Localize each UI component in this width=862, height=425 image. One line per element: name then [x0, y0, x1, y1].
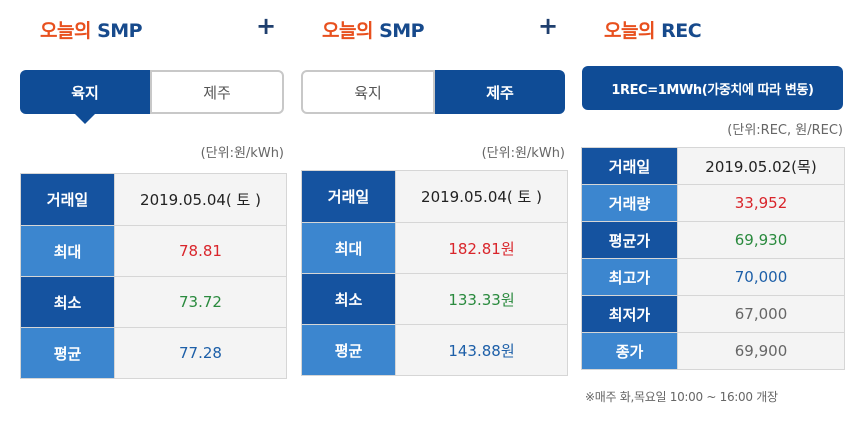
active-pointer-icon [75, 114, 95, 124]
panel1-tab-jeju[interactable]: 제주 [150, 70, 284, 114]
panel2-tab-jeju[interactable]: 제주 [435, 70, 565, 114]
panel2-smp-table: 거래일 2019.05.04( 토 ) 최대 182.81원 최소 133.33… [301, 170, 568, 376]
table-row: 종가 69,900 [581, 332, 845, 370]
table-row: 거래일 2019.05.04( 토 ) [20, 173, 287, 226]
row-label: 최고가 [581, 258, 678, 296]
table-row: 거래일 2019.05.04( 토 ) [301, 170, 568, 223]
panel2-title: 오늘의 SMP [322, 16, 425, 43]
row-label: 거래일 [581, 147, 678, 185]
panel2-tab-jeju-label: 제주 [486, 83, 514, 102]
panel1-tab-jeju-label: 제주 [203, 83, 231, 102]
table-row: 최소 73.72 [20, 276, 287, 328]
trade-date-value: 2019.05.04( 토 ) [395, 170, 568, 223]
market-hours-note: ※매주 화,목요일 10:00 ~ 16:00 개장 [585, 390, 778, 404]
panel1-tab-mainland-label: 육지 [71, 83, 99, 102]
trade-date-value: 2019.05.02(목) [677, 147, 845, 185]
row-label: 최소 [301, 273, 396, 325]
volume-value: 33,952 [677, 184, 845, 222]
max-value: 182.81원 [395, 222, 568, 274]
panel2-tab-mainland[interactable]: 육지 [301, 70, 435, 114]
panel1-region-toggle: 육지 제주 [20, 70, 284, 124]
row-label: 최대 [301, 222, 396, 274]
panel3-title-ko: 오늘의 [604, 20, 655, 42]
panel3-rec-table: 거래일 2019.05.02(목) 거래량 33,952 평균가 69,930 … [581, 147, 845, 370]
table-row: 최대 78.81 [20, 225, 287, 277]
panel2-region-toggle: 육지 제주 [301, 70, 565, 114]
row-label: 거래일 [20, 173, 115, 226]
panel2-unit: (단위:원/kWh) [481, 146, 565, 161]
panel3-title: 오늘의 REC [604, 16, 702, 43]
table-row: 최고가 70,000 [581, 258, 845, 296]
panel1-title-en: SMP [97, 20, 143, 42]
max-value: 78.81 [114, 225, 287, 277]
row-label: 평균가 [581, 221, 678, 259]
row-label: 평균 [20, 327, 115, 379]
rec-definition-banner: 1REC=1MWh(가중치에 따라 변동) [582, 66, 843, 110]
table-row: 평균가 69,930 [581, 221, 845, 259]
table-row: 평균 143.88원 [301, 324, 568, 376]
avg-value: 77.28 [114, 327, 287, 379]
row-label: 거래량 [581, 184, 678, 222]
low-price-value: 67,000 [677, 295, 845, 333]
panel2-tab-mainland-label: 육지 [354, 83, 382, 102]
row-label: 최소 [20, 276, 115, 328]
row-label: 최대 [20, 225, 115, 277]
plus-sign-2: + [538, 12, 559, 40]
trade-date-value: 2019.05.04( 토 ) [114, 173, 287, 226]
panel1-title: 오늘의 SMP [40, 16, 143, 43]
table-row: 최대 182.81원 [301, 222, 568, 274]
close-price-value: 69,900 [677, 332, 845, 370]
row-label: 최저가 [581, 295, 678, 333]
panel1-smp-table: 거래일 2019.05.04( 토 ) 최대 78.81 최소 73.72 평균… [20, 173, 287, 379]
row-label: 평균 [301, 324, 396, 376]
panel3-unit: (단위:REC, 원/REC) [727, 123, 843, 138]
table-row: 최저가 67,000 [581, 295, 845, 333]
high-price-value: 70,000 [677, 258, 845, 296]
row-label: 거래일 [301, 170, 396, 223]
table-row: 평균 77.28 [20, 327, 287, 379]
plus-sign-1: + [256, 12, 277, 40]
panel2-title-ko: 오늘의 [322, 20, 373, 42]
panel1-tab-mainland[interactable]: 육지 [20, 70, 150, 124]
min-value: 133.33원 [395, 273, 568, 325]
table-row: 최소 133.33원 [301, 273, 568, 325]
avg-value: 143.88원 [395, 324, 568, 376]
avg-price-value: 69,930 [677, 221, 845, 259]
panel2-title-en: SMP [379, 20, 425, 42]
row-label: 종가 [581, 332, 678, 370]
panel1-title-ko: 오늘의 [40, 20, 91, 42]
table-row: 거래량 33,952 [581, 184, 845, 222]
panel3-title-en: REC [661, 20, 702, 42]
table-row: 거래일 2019.05.02(목) [581, 147, 845, 185]
panel1-unit: (단위:원/kWh) [200, 146, 284, 161]
min-value: 73.72 [114, 276, 287, 328]
